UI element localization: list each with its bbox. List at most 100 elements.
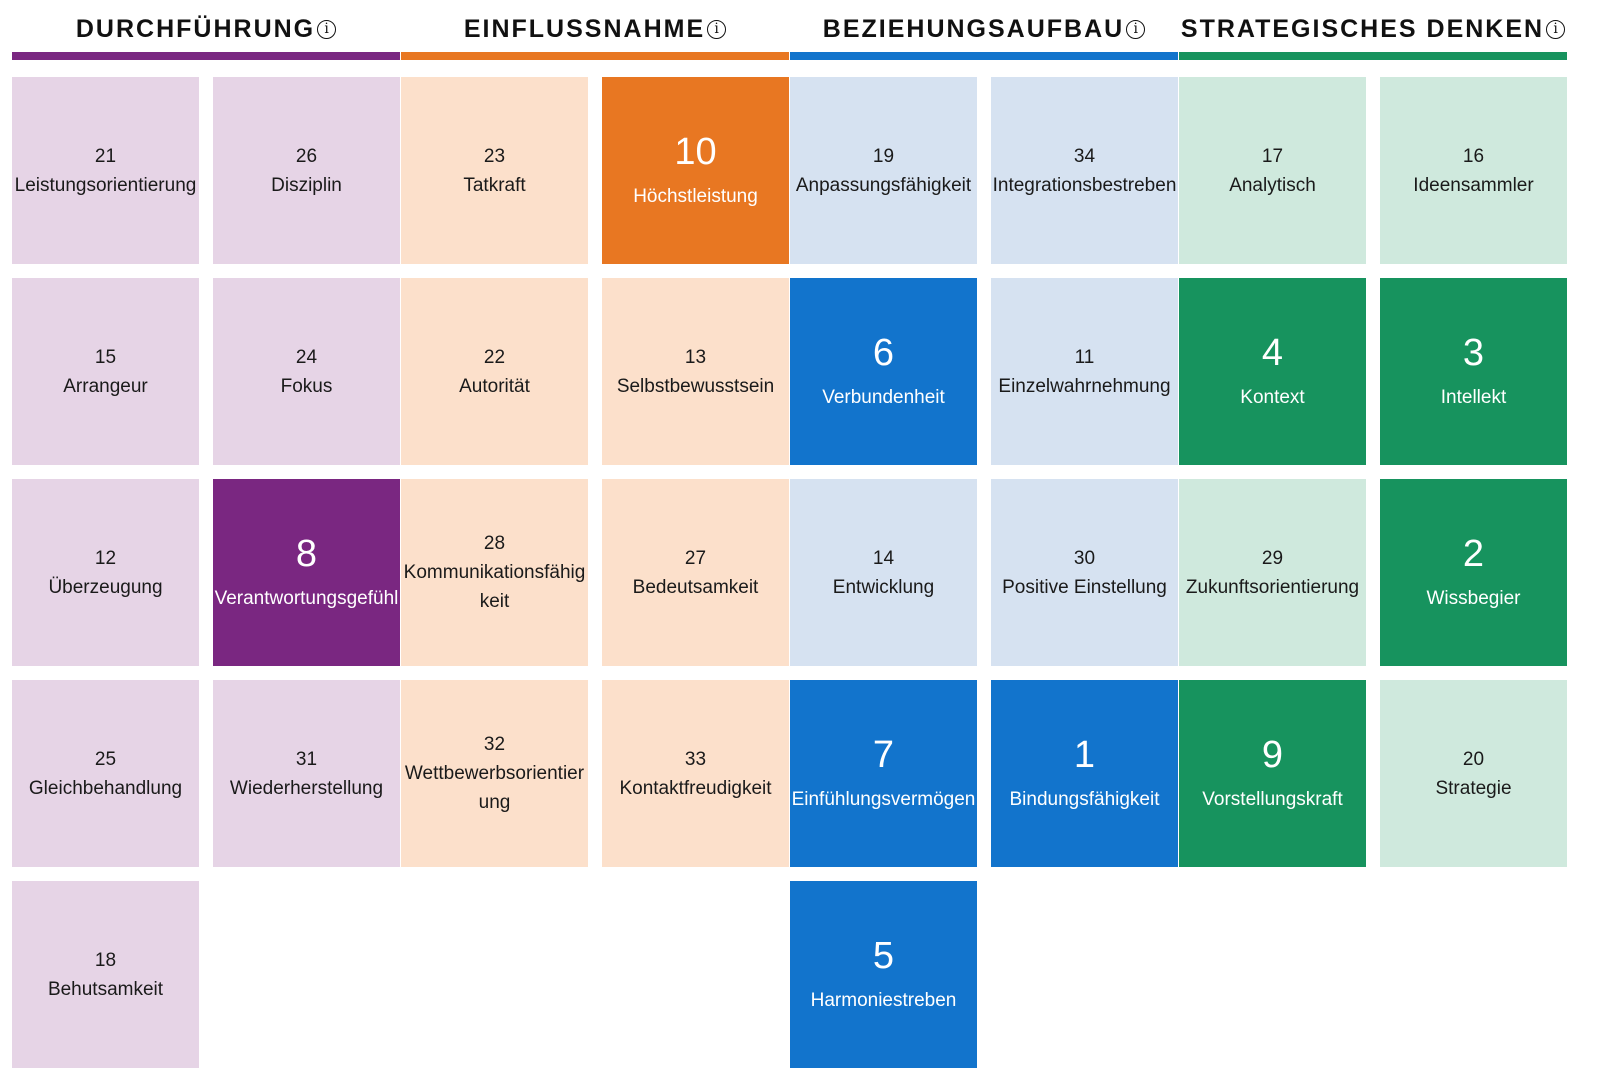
theme-name: Leistungsorientierung [14, 174, 197, 196]
theme-tile[interactable]: 27 Bedeutsamkeit [602, 479, 789, 666]
theme-tile[interactable]: 11 Einzelwahrnehmung [991, 278, 1178, 465]
theme-tile[interactable]: 24 Fokus [213, 278, 400, 465]
theme-rank: 32 [483, 734, 506, 755]
theme-tile[interactable]: 7 Einfühlungsvermögen [790, 680, 977, 867]
theme-rank: 26 [295, 145, 318, 167]
theme-tile[interactable]: 18 Behutsamkeit [12, 881, 199, 1068]
theme-rank: 14 [872, 547, 895, 569]
theme-tile[interactable]: 12 Überzeugung [12, 479, 199, 666]
theme-tile[interactable]: 31 Wiederherstellung [213, 680, 400, 867]
theme-rank: 22 [483, 346, 506, 368]
theme-name: Wettbewerbsorientierung [404, 763, 585, 813]
domain-header: BEZIEHUNGSAUFBAU i [790, 0, 1178, 52]
theme-tile[interactable]: 17 Analytisch [1179, 77, 1366, 264]
theme-tile[interactable]: 20 Strategie [1380, 680, 1567, 867]
info-icon[interactable]: i [707, 19, 727, 39]
theme-grid: 17 Analytisch 16 Ideensammler 4 Kontext 3 In… [1179, 77, 1567, 867]
theme-tile[interactable]: 6 Verbundenheit [790, 278, 977, 465]
theme-tile[interactable]: 9 Vorstellungskraft [1179, 680, 1366, 867]
domain-accent-bar [12, 52, 400, 60]
theme-tile[interactable]: 13 Selbstbewusstsein [602, 278, 789, 465]
theme-tile[interactable]: 23 Tatkraft [401, 77, 588, 264]
theme-name: Positive Einstellung [1002, 576, 1167, 598]
theme-rank: 23 [483, 145, 506, 167]
theme-name: Tatkraft [463, 174, 526, 196]
theme-rank: 33 [684, 748, 707, 770]
theme-name: Wiederherstellung [229, 777, 384, 799]
theme-tile[interactable]: 22 Autorität [401, 278, 588, 465]
theme-tile[interactable]: 5 Harmoniestreben [790, 881, 977, 1068]
theme-name: Strategie [1435, 777, 1512, 799]
domain-header: STRATEGISCHES DENKEN i [1179, 0, 1567, 52]
domain-title: EINFLUSSNAHME [463, 14, 706, 43]
theme-grid: 19 Anpassungsfähigkeit 34 Integrationsbest… [790, 77, 1178, 1068]
domain-accent-bar [401, 52, 789, 60]
theme-name: Verantwortungsgefühl [214, 588, 399, 609]
theme-rank: 16 [1462, 145, 1485, 167]
theme-tile[interactable]: 4 Kontext [1179, 278, 1366, 465]
domain-title: DURCHFÜHRUNG [75, 14, 316, 43]
theme-tile[interactable]: 19 Anpassungsfähigkeit [790, 77, 977, 264]
theme-name: Gleichbehandlung [28, 777, 183, 799]
theme-grid: 23 Tatkraft 10 Höchstleistung 22 Autorität … [401, 77, 789, 867]
theme-rank: 3 [1462, 332, 1485, 374]
theme-tile[interactable]: 21 Leistungsorientierung [12, 77, 199, 264]
theme-rank: 10 [674, 131, 717, 173]
domain-column-strategisches-denken: STRATEGISCHES DENKEN i 17 Analytisch 16 Id… [1179, 0, 1567, 867]
theme-name: Disziplin [271, 174, 342, 196]
theme-tile[interactable]: 30 Positive Einstellung [991, 479, 1178, 666]
theme-tile[interactable]: 10 Höchstleistung [602, 77, 789, 264]
theme-rank: 31 [295, 748, 318, 770]
theme-tile[interactable]: 2 Wissbegier [1380, 479, 1567, 666]
theme-name: Überzeugung [48, 576, 163, 598]
theme-tile[interactable]: 26 Disziplin [213, 77, 400, 264]
domain-header: DURCHFÜHRUNG i [12, 0, 400, 52]
theme-tile[interactable]: 32 Wettbewerbsorientierung [401, 680, 588, 867]
theme-tile[interactable]: 8 Verantwortungsgefühl [213, 479, 400, 666]
theme-name: Ideensammler [1413, 174, 1534, 196]
theme-name: Arrangeur [63, 375, 148, 397]
info-icon[interactable]: i [317, 19, 337, 39]
domain-title: BEZIEHUNGSAUFBAU [822, 14, 1125, 43]
theme-grid: 21 Leistungsorientierung 26 Disziplin 15 Ar… [12, 77, 400, 1068]
theme-tile[interactable]: 34 Integrationsbestreben [991, 77, 1178, 264]
theme-rank: 13 [684, 346, 707, 368]
theme-rank: 2 [1462, 533, 1485, 575]
theme-rank: 8 [295, 533, 318, 575]
theme-name: Autorität [459, 375, 530, 397]
theme-rank: 4 [1261, 332, 1284, 374]
theme-tile[interactable]: 33 Kontaktfreudigkeit [602, 680, 789, 867]
theme-rank: 20 [1462, 748, 1485, 770]
theme-tile[interactable]: 25 Gleichbehandlung [12, 680, 199, 867]
theme-name: Kommunikationsfähigkeit [403, 562, 586, 612]
theme-tile[interactable]: 28 Kommunikationsfähigkeit [401, 479, 588, 666]
theme-name: Entwicklung [832, 576, 935, 598]
theme-rank: 27 [684, 547, 707, 569]
theme-tile[interactable]: 3 Intellekt [1380, 278, 1567, 465]
theme-name: Behutsamkeit [47, 978, 164, 1000]
theme-rank: 30 [1073, 547, 1096, 569]
theme-tile[interactable]: 14 Entwicklung [790, 479, 977, 666]
theme-name: Fokus [280, 375, 333, 397]
theme-tile[interactable]: 16 Ideensammler [1380, 77, 1567, 264]
theme-name: Intellekt [1440, 387, 1507, 408]
theme-name: Zukunftsorientierung [1185, 576, 1360, 598]
domain-accent-bar [790, 52, 1178, 60]
theme-name: Selbstbewusstsein [616, 375, 775, 397]
theme-name: Kontext [1240, 387, 1305, 408]
theme-tile[interactable]: 1 Bindungsfähigkeit [991, 680, 1178, 867]
theme-name: Einfühlungsvermögen [791, 789, 976, 810]
info-icon[interactable]: i [1546, 19, 1566, 39]
theme-name: Höchstleistung [633, 186, 758, 207]
theme-rank: 11 [1074, 346, 1095, 368]
theme-rank: 7 [872, 734, 895, 776]
theme-tile[interactable]: 29 Zukunftsorientierung [1179, 479, 1366, 666]
theme-name: Integrationsbestreben [992, 174, 1177, 196]
theme-rank: 34 [1073, 145, 1096, 167]
theme-rank: 25 [94, 748, 117, 770]
theme-name: Vorstellungskraft [1202, 789, 1343, 810]
theme-name: Anpassungsfähigkeit [795, 174, 972, 196]
theme-tile[interactable]: 15 Arrangeur [12, 278, 199, 465]
info-icon[interactable]: i [1126, 19, 1146, 39]
